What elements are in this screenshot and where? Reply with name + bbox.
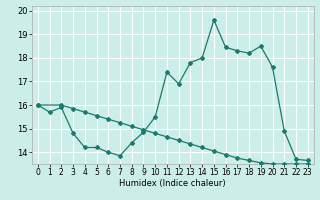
X-axis label: Humidex (Indice chaleur): Humidex (Indice chaleur)	[119, 179, 226, 188]
